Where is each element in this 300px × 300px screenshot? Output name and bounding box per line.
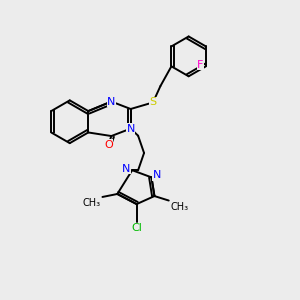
Text: CH₃: CH₃ — [170, 202, 188, 212]
Text: N: N — [122, 164, 130, 174]
Text: N: N — [107, 97, 116, 106]
Text: O: O — [104, 140, 113, 150]
Text: CH₃: CH₃ — [83, 198, 101, 208]
Text: N: N — [127, 124, 135, 134]
Text: N: N — [153, 170, 161, 180]
Text: F: F — [197, 60, 204, 70]
Text: S: S — [149, 98, 157, 107]
Text: Cl: Cl — [132, 224, 143, 233]
